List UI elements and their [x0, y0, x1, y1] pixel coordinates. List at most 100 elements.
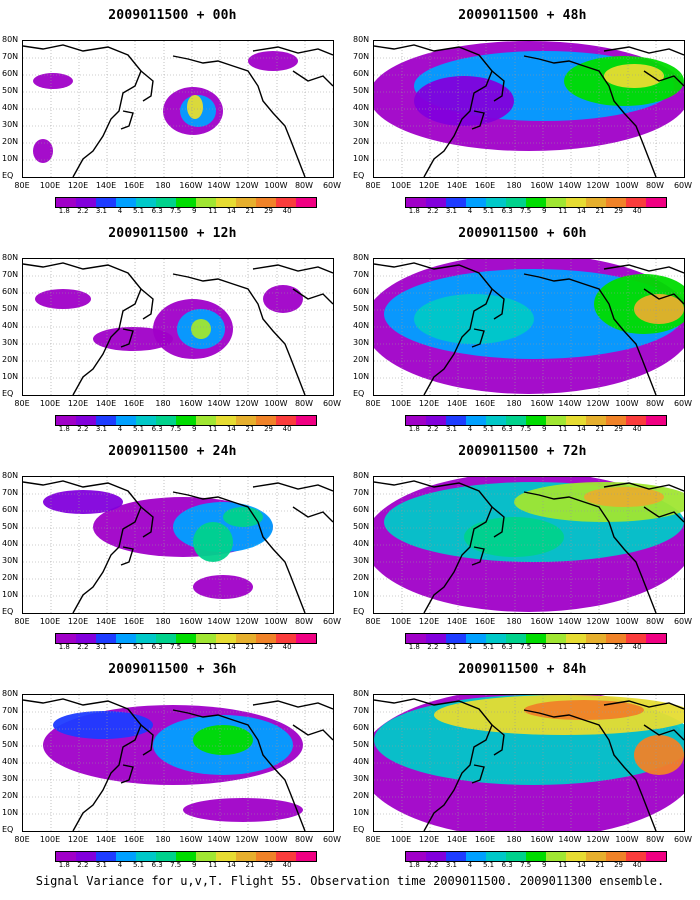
longitude-label: 160E: [123, 181, 145, 190]
colorbar: [405, 633, 667, 644]
latitude-label: 10N: [2, 154, 19, 163]
latitude-label: 60N: [353, 723, 370, 732]
coastline: [120, 546, 134, 566]
coastline: [471, 110, 485, 130]
coastline: [292, 288, 333, 305]
coastline: [491, 506, 505, 538]
colorbar-swatch: [566, 416, 586, 425]
latitude-label: 80N: [353, 689, 370, 698]
colorbar-label: 40: [632, 207, 642, 215]
colorbar-swatch: [96, 198, 116, 207]
latitude-label: 80N: [353, 253, 370, 262]
latitude-label: 80N: [2, 689, 19, 698]
colorbar-swatch: [626, 198, 646, 207]
colorbar-swatch: [566, 852, 586, 861]
colorbar-label: 11: [558, 207, 568, 215]
colorbar-label: 29: [614, 861, 624, 869]
longitude-label: 140E: [446, 399, 468, 408]
latitude-label: EQ: [2, 171, 14, 180]
colorbar-swatch: [76, 198, 96, 207]
coastline: [172, 55, 306, 177]
colorbar-label: 4: [117, 425, 123, 433]
longitude-label: 60W: [673, 617, 693, 626]
colorbar-swatch: [156, 634, 176, 643]
longitude-label: 80W: [645, 617, 665, 626]
colorbar-swatch: [56, 198, 76, 207]
longitude-label: 80E: [365, 181, 381, 190]
colorbar-swatch: [566, 634, 586, 643]
longitude-label: 140E: [446, 617, 468, 626]
colorbar-swatch: [116, 416, 136, 425]
coastline: [471, 328, 485, 348]
colorbar-label: 29: [614, 643, 624, 651]
latitude-label: 50N: [353, 740, 370, 749]
latitude-label: 40N: [2, 103, 19, 112]
variance-map: [22, 258, 334, 396]
coastline: [172, 273, 306, 395]
longitude-label: 100E: [390, 399, 412, 408]
latitude-label: 70N: [2, 52, 19, 61]
longitude-label: 180: [506, 181, 522, 190]
panel-title: 2009011500 + 48h: [458, 8, 587, 23]
colorbar-swatch: [466, 416, 486, 425]
colorbar-label: 9: [542, 425, 547, 433]
colorbar: [55, 197, 317, 208]
longitude-label: 160E: [123, 835, 145, 844]
longitude-label: 100E: [39, 617, 61, 626]
longitude-label: 60W: [673, 181, 693, 190]
colorbar-swatch: [606, 198, 626, 207]
map-panel: 2009011500 + 36h 80N 70N 60N 50N 40N 30N 20N 10N…: [0, 654, 345, 872]
latitude-label: 10N: [353, 372, 370, 381]
colorbar-label: 3.1: [445, 207, 457, 215]
colorbar-label: 2.2: [427, 207, 439, 215]
colorbar-label: 4: [467, 207, 473, 215]
panel-title: 2009011500 + 72h: [458, 444, 587, 459]
colorbar-swatch: [76, 416, 96, 425]
longitude-label: 120E: [67, 617, 89, 626]
colorbar-swatch: [606, 852, 626, 861]
latitude-label: 40N: [2, 539, 19, 548]
longitude-label: 160W: [179, 617, 203, 626]
colorbar-label: 29: [264, 643, 274, 651]
colorbar-swatch: [466, 634, 486, 643]
longitude-label: 80W: [294, 399, 314, 408]
colorbar-label: 1.8: [408, 643, 420, 651]
colorbar-swatch: [446, 198, 466, 207]
colorbar-label: 6.3: [501, 207, 513, 215]
longitude-label: 100W: [615, 181, 639, 190]
colorbar-swatch: [216, 634, 236, 643]
coastline: [172, 709, 306, 831]
latitude-label: 70N: [2, 488, 19, 497]
colorbar-swatch: [466, 198, 486, 207]
colorbar-label: 6.3: [501, 643, 513, 651]
variance-contour: [33, 139, 53, 163]
colorbar-label: 7.5: [170, 425, 182, 433]
colorbar-swatch: [256, 852, 276, 861]
latitude-label: 10N: [2, 808, 19, 817]
longitude-label: 100W: [615, 399, 639, 408]
panel-title: 2009011500 + 12h: [108, 226, 237, 241]
longitude-label: 140E: [95, 181, 117, 190]
colorbar-label: 2.2: [427, 425, 439, 433]
colorbar-swatch: [56, 852, 76, 861]
longitude-label: 80E: [14, 181, 30, 190]
colorbar-swatch: [406, 852, 426, 861]
colorbar-label: 7.5: [520, 425, 532, 433]
longitude-label: 100E: [390, 181, 412, 190]
colorbar-swatch: [546, 634, 566, 643]
colorbar-swatch: [646, 634, 666, 643]
colorbar-label: 5.1: [132, 425, 145, 433]
colorbar-label: 11: [558, 861, 568, 869]
colorbar-swatch: [426, 852, 446, 861]
colorbar-label: 40: [282, 643, 292, 651]
variance-contour: [263, 285, 303, 313]
variance-contour: [634, 735, 684, 775]
colorbar-label: 7.5: [520, 643, 532, 651]
coastline: [603, 46, 684, 56]
colorbar-swatch: [526, 416, 546, 425]
longitude-label: 160W: [530, 181, 554, 190]
colorbar-swatch: [196, 416, 216, 425]
coastline: [140, 288, 154, 320]
longitude-label: 120W: [586, 835, 610, 844]
longitude-label: 60W: [673, 835, 693, 844]
